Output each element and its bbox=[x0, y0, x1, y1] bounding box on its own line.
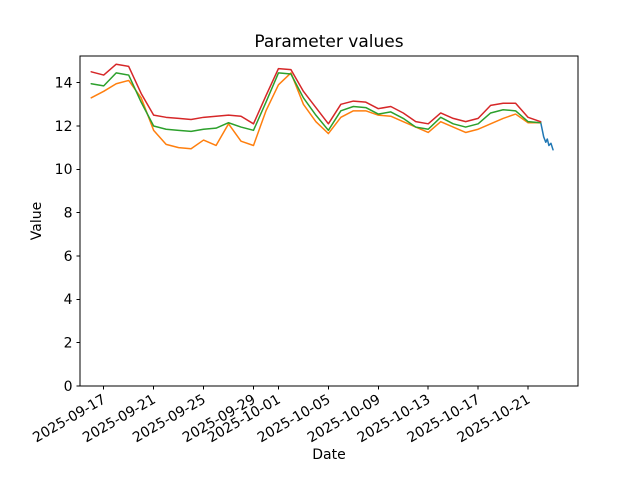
series-line-observed-blue bbox=[539, 120, 554, 151]
series-line-param-green bbox=[90, 72, 542, 133]
y-axis-label: Value bbox=[29, 201, 45, 241]
y-tick-label-7: 14 bbox=[55, 75, 73, 91]
y-tick-label-0: 0 bbox=[64, 379, 73, 395]
y-tick-label-2: 4 bbox=[64, 292, 73, 308]
chart-title: Parameter values bbox=[254, 32, 404, 52]
y-tick-label-6: 12 bbox=[55, 119, 73, 135]
series-line-param-red bbox=[90, 63, 542, 125]
y-tick-label-1: 2 bbox=[64, 335, 73, 351]
plot-border bbox=[79, 55, 579, 387]
y-tick-label-4: 8 bbox=[64, 205, 73, 221]
x-axis-label: Date bbox=[312, 447, 346, 463]
y-tick-label-3: 6 bbox=[64, 249, 73, 265]
series-line-param-orange bbox=[90, 72, 542, 150]
y-tick-label-5: 10 bbox=[55, 162, 73, 178]
